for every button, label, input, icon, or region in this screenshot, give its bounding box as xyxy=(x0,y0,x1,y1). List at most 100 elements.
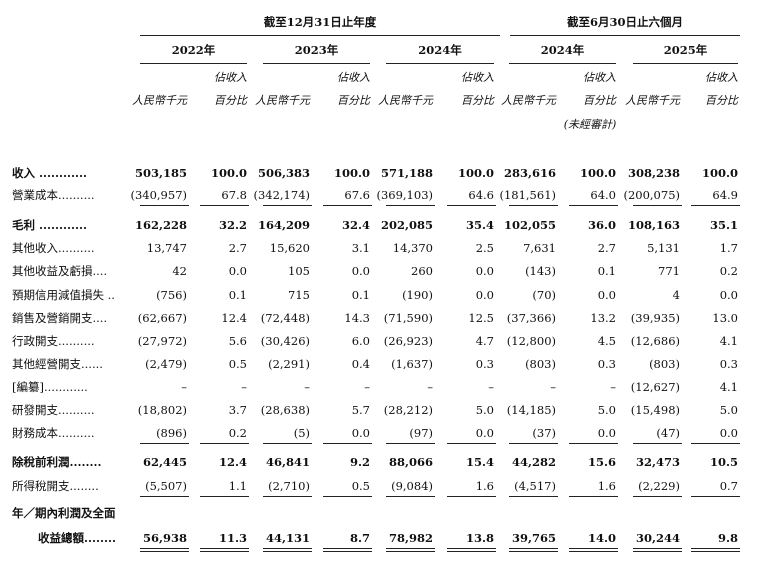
rule xyxy=(386,551,435,552)
cell: 0.4 xyxy=(351,357,370,371)
cell: 64.9 xyxy=(712,188,738,202)
cell: 164,209 xyxy=(257,218,310,232)
cell: 2.7 xyxy=(228,241,247,255)
percent-label: 佔收入 xyxy=(705,71,738,84)
cell: – xyxy=(364,380,370,394)
cell: 6.0 xyxy=(351,334,370,348)
rule xyxy=(633,205,682,206)
cell: 78,982 xyxy=(388,531,433,545)
cell: 5.6 xyxy=(228,334,247,348)
year-header: 2024年 xyxy=(540,43,585,57)
cell: 5.0 xyxy=(597,403,616,417)
cell: (14,185) xyxy=(506,403,556,417)
rule xyxy=(510,35,740,36)
cell: (28,638) xyxy=(260,403,310,417)
year-header: 2024年 xyxy=(418,43,462,57)
cell: 0.1 xyxy=(597,264,616,278)
cell: 105 xyxy=(288,264,310,278)
cell: 44,282 xyxy=(511,455,556,469)
rule xyxy=(691,548,740,549)
cell: 0.1 xyxy=(351,288,370,302)
cell: 46,841 xyxy=(265,455,310,469)
cell: 571,188 xyxy=(380,166,433,180)
cell: – xyxy=(304,380,310,394)
cell: 3.1 xyxy=(351,241,370,255)
cell: 42 xyxy=(172,264,187,278)
cell: 4.7 xyxy=(475,334,494,348)
cell: 11.3 xyxy=(218,531,247,545)
rule xyxy=(323,548,372,549)
row-label: 財務成本.......... xyxy=(12,426,95,440)
rule xyxy=(633,443,682,444)
rule xyxy=(386,496,435,497)
cell: (340,957) xyxy=(130,188,187,202)
rule xyxy=(509,443,558,444)
cell: 202,085 xyxy=(380,218,433,232)
rule xyxy=(140,496,189,497)
cell: 13,747 xyxy=(146,241,187,255)
cell: (190) xyxy=(402,288,433,302)
cell: – xyxy=(427,380,433,394)
percent-label: 佔收入 xyxy=(337,71,370,84)
percent-label: 百分比 xyxy=(461,94,494,107)
cell: 102,055 xyxy=(503,218,556,232)
cell: (37) xyxy=(532,426,556,440)
cell: (47) xyxy=(656,426,680,440)
cell: 35.4 xyxy=(465,218,494,232)
rule xyxy=(263,548,312,549)
cell: (15,498) xyxy=(630,403,680,417)
cell: 88,066 xyxy=(388,455,433,469)
cell: 5,131 xyxy=(647,241,680,255)
cell: 100.0 xyxy=(579,166,616,180)
rule xyxy=(323,443,372,444)
cell: 0.0 xyxy=(475,426,494,440)
cell: 1.6 xyxy=(597,479,616,493)
cell: (2,479) xyxy=(145,357,187,371)
row-label: 收益總額........ xyxy=(38,531,117,545)
rule xyxy=(569,496,618,497)
cell: (30,426) xyxy=(260,334,310,348)
rule xyxy=(386,63,494,64)
percent-label: 佔收入 xyxy=(214,71,247,84)
cell: 162,228 xyxy=(134,218,187,232)
row-label: 行政開支.......... xyxy=(12,334,95,348)
cell: 32,473 xyxy=(635,455,680,469)
cell: (756) xyxy=(156,288,187,302)
cell: 36.0 xyxy=(587,218,616,232)
cell: 100.0 xyxy=(333,166,370,180)
cell: (62,667) xyxy=(137,311,187,325)
amount-label: 人民幣千元 xyxy=(378,94,433,107)
rule xyxy=(569,548,618,549)
cell: (72,448) xyxy=(260,311,310,325)
rule xyxy=(140,551,189,552)
cell: (39,935) xyxy=(630,311,680,325)
cell: 1.1 xyxy=(228,479,247,493)
cell: (5,507) xyxy=(145,479,187,493)
rule xyxy=(691,205,740,206)
percent-label: 百分比 xyxy=(583,94,616,107)
cell: (26,923) xyxy=(383,334,433,348)
cell: 9.8 xyxy=(717,531,738,545)
rule xyxy=(200,548,249,549)
cell: 0.0 xyxy=(351,264,370,278)
cell: 2.7 xyxy=(597,241,616,255)
rule xyxy=(509,496,558,497)
cell: (803) xyxy=(649,357,680,371)
rule xyxy=(509,205,558,206)
rule xyxy=(633,548,682,549)
rule xyxy=(447,551,496,552)
rule xyxy=(200,551,249,552)
cell: 260 xyxy=(411,264,433,278)
row-label: 其他經營開支...... xyxy=(12,357,103,371)
cell: 7,631 xyxy=(523,241,556,255)
cell: (2,229) xyxy=(638,479,680,493)
cell: 13.8 xyxy=(465,531,494,545)
cell: 2.5 xyxy=(475,241,494,255)
cell: 56,938 xyxy=(142,531,187,545)
rule xyxy=(200,496,249,497)
row-label: 其他收益及虧損.... xyxy=(12,264,108,278)
cell: 14,370 xyxy=(392,241,433,255)
rule xyxy=(323,551,372,552)
cell: (97) xyxy=(409,426,433,440)
